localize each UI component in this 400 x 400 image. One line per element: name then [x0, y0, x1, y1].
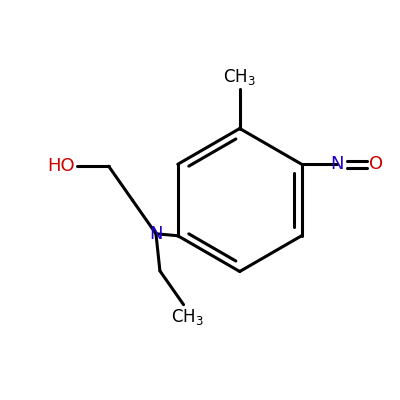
Text: O: O [369, 155, 383, 173]
Text: CH$_3$: CH$_3$ [171, 307, 204, 327]
Text: HO: HO [47, 157, 75, 175]
Text: CH$_3$: CH$_3$ [223, 67, 256, 87]
Text: N: N [331, 155, 344, 173]
Text: N: N [149, 225, 163, 243]
